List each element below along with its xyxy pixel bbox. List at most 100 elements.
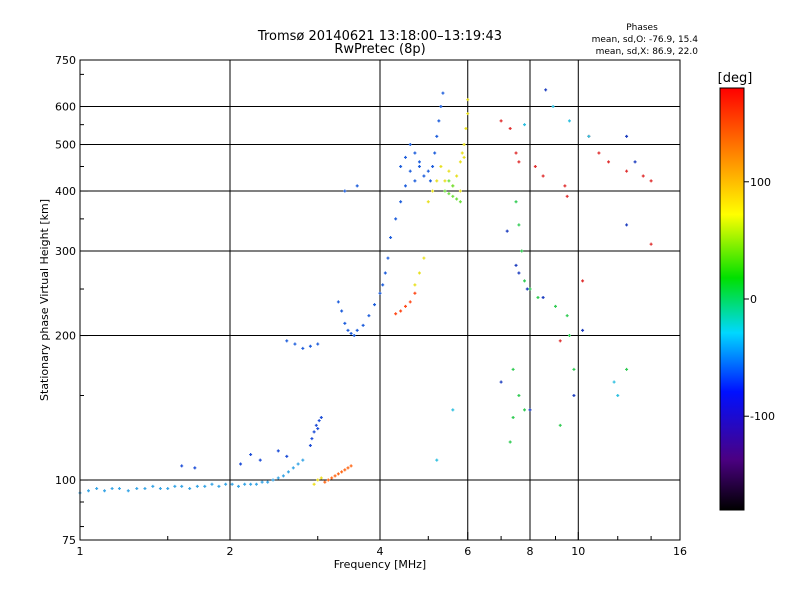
data-point [301, 346, 305, 350]
data-point [466, 112, 470, 116]
data-point [346, 466, 350, 470]
data-point [95, 487, 99, 491]
data-point [435, 179, 439, 183]
data-point [581, 328, 585, 332]
x-tick-label: 8 [527, 545, 534, 558]
data-point [633, 160, 637, 164]
data-point [517, 271, 521, 275]
data-point [517, 160, 521, 164]
data-point [86, 489, 90, 493]
data-point [523, 279, 527, 283]
data-point [210, 482, 214, 486]
data-point [625, 367, 629, 371]
data-point [499, 119, 503, 123]
data-point [343, 321, 347, 325]
data-point [581, 279, 585, 283]
data-point [180, 484, 184, 488]
x-tick-label: 16 [673, 545, 687, 558]
data-point [389, 236, 393, 240]
data-point [514, 263, 518, 267]
colorbar-tick-label: 0 [750, 293, 757, 306]
data-point [431, 189, 435, 193]
data-point [254, 482, 258, 486]
data-point [151, 484, 155, 488]
data-point [340, 470, 344, 474]
x-tick-label: 1 [77, 545, 84, 558]
y-axis-label: Stationary phase Virtual Height [km] [38, 199, 51, 401]
series-scatter-high [499, 119, 653, 343]
data-point [323, 480, 327, 484]
data-point [426, 169, 430, 173]
data-point [386, 256, 390, 260]
data-point [408, 169, 412, 173]
data-point [511, 415, 515, 419]
series-F-trace-O [285, 91, 445, 350]
data-point [266, 480, 270, 484]
data-point [258, 458, 262, 462]
data-point [249, 453, 253, 457]
data-point [422, 174, 426, 178]
data-point [451, 194, 455, 198]
data-point [373, 303, 377, 307]
data-point [567, 334, 571, 338]
grid-lines [80, 60, 680, 540]
y-tick-label: 500 [55, 139, 76, 152]
data-point [310, 437, 314, 441]
data-point [381, 283, 385, 287]
data-point [188, 487, 192, 491]
data-point [355, 328, 359, 332]
data-point [308, 344, 312, 348]
series-low-band-blue [180, 415, 323, 470]
data-point [349, 464, 353, 468]
data-point [291, 466, 295, 470]
data-point [464, 126, 468, 130]
data-point [553, 304, 557, 308]
data-point [458, 160, 462, 164]
data-point [625, 169, 629, 173]
data-point [281, 474, 285, 478]
data-point [343, 189, 347, 193]
x-tick-label: 6 [464, 545, 471, 558]
y-tick-label: 400 [55, 185, 76, 198]
data-point [224, 482, 228, 486]
data-point [399, 164, 403, 168]
data-point [408, 143, 412, 147]
data-point [413, 151, 417, 155]
x-tick-label: 4 [377, 545, 384, 558]
data-point [166, 487, 170, 491]
data-point [437, 119, 441, 123]
data-point [422, 256, 426, 260]
data-point [431, 164, 435, 168]
data-point [195, 484, 199, 488]
data-point [326, 478, 330, 482]
colorbar-gradient [719, 87, 745, 511]
data-point [517, 223, 521, 227]
data-point [316, 427, 320, 431]
data-point [520, 249, 524, 253]
data-point [462, 155, 466, 159]
data-point [403, 304, 407, 308]
data-point [541, 174, 545, 178]
series-low-E-trace [78, 458, 305, 495]
series-scatter-mixed [508, 200, 629, 444]
data-point [441, 91, 445, 95]
data-point [417, 160, 421, 164]
data-point [447, 179, 451, 183]
data-point [451, 184, 455, 188]
colorbar-ticks: 100 0 -100 [744, 176, 775, 423]
data-point [367, 314, 371, 318]
series-F-trace-X-green [443, 179, 462, 204]
data-point [514, 151, 518, 155]
phase-info-o: mean, sd,O: -76.9, 15.4 [592, 35, 699, 45]
data-point [460, 151, 464, 155]
series-low-band-warm [323, 464, 353, 484]
y-tick-label: 600 [55, 101, 76, 114]
data-point [528, 287, 532, 291]
data-point [413, 179, 417, 183]
data-point [378, 291, 382, 295]
data-point [533, 164, 537, 168]
data-point [135, 487, 139, 491]
data-point [158, 487, 162, 491]
data-point [508, 440, 512, 444]
y-tick-label: 300 [55, 245, 76, 258]
